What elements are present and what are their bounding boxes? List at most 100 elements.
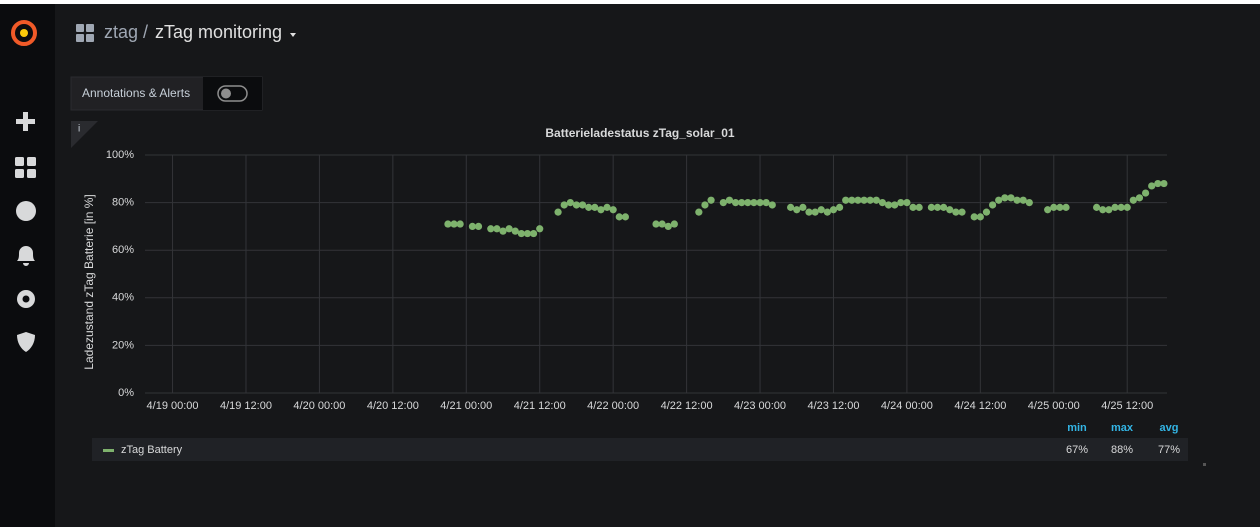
icon-gear-hole [22, 295, 30, 303]
icon-create[interactable] [16, 112, 35, 131]
y-tick-label: 20% [112, 339, 134, 351]
data-point [517, 229, 525, 238]
x-tick-label: 4/23 00:00 [734, 400, 786, 412]
x-tick-label: 4/19 12:00 [220, 400, 272, 412]
data-point [511, 227, 519, 235]
x-tick-label: 4/24 00:00 [881, 400, 933, 412]
breadcrumb-separator: / [143, 22, 148, 42]
toggle-label: Annotations & Alerts [82, 86, 190, 100]
data-point [823, 208, 831, 216]
icon-alerting[interactable] [17, 246, 35, 266]
legend-swatch [103, 449, 114, 452]
x-tick-label: 4/19 00:00 [147, 400, 199, 412]
data-point [982, 208, 991, 216]
x-tick-label: 4/22 00:00 [587, 400, 639, 412]
data-point [1019, 196, 1027, 204]
icon-dashboards[interactable] [15, 157, 36, 178]
data-point [793, 206, 801, 214]
logo-ring [11, 20, 37, 46]
data-point [670, 220, 678, 228]
data-point [597, 206, 605, 214]
dropdown-caret[interactable] [290, 33, 296, 37]
icon-admin[interactable] [17, 332, 35, 352]
data-point [952, 208, 960, 216]
data-point [664, 222, 672, 230]
data-point [591, 203, 599, 211]
x-tick-label: 4/20 00:00 [293, 400, 345, 412]
data-point [566, 199, 574, 207]
data-point [756, 199, 764, 207]
x-tick-label: 4/21 00:00 [440, 400, 492, 412]
legend-label[interactable]: zTag Battery [121, 444, 183, 456]
legend-stat-header[interactable]: min [1067, 422, 1087, 434]
data-point [615, 213, 623, 221]
x-tick-label: 4/20 12:00 [367, 400, 419, 412]
data-point [842, 196, 850, 204]
data-point [988, 201, 997, 209]
data-point [695, 208, 703, 216]
toggle-knob [221, 88, 231, 99]
data-point [1160, 179, 1168, 188]
data-point [725, 196, 734, 204]
data-point [572, 201, 581, 209]
legend-stat-header[interactable]: max [1111, 422, 1134, 434]
data-point [915, 203, 923, 211]
data-point [554, 208, 562, 216]
legend-stat-value: 77% [1158, 444, 1180, 456]
data-point [835, 203, 844, 211]
y-tick-label: 100% [106, 149, 134, 161]
data-point [1007, 194, 1015, 202]
data-point [787, 203, 795, 211]
y-tick-label: 80% [112, 197, 134, 209]
data-point [1050, 203, 1058, 211]
legend-row [92, 438, 1188, 461]
data-point [768, 201, 776, 209]
data-point [468, 222, 477, 230]
data-point [1044, 206, 1052, 214]
data-point [493, 225, 501, 233]
data-point [750, 199, 758, 207]
data-point [1111, 203, 1119, 211]
data-point [719, 199, 727, 207]
resize-handle[interactable] [1203, 463, 1206, 466]
data-point [878, 199, 887, 207]
data-point [456, 220, 464, 228]
legend-stat-value: 67% [1066, 444, 1088, 456]
panel-info-corner[interactable] [71, 121, 98, 148]
data-point [903, 199, 911, 207]
data-point [738, 199, 746, 207]
data-point [585, 203, 593, 211]
data-point [799, 203, 807, 211]
icon-part [27, 157, 36, 166]
data-point [505, 225, 513, 233]
data-point [848, 196, 856, 204]
data-point [1013, 196, 1021, 204]
icon-explore[interactable] [16, 201, 36, 221]
data-point [860, 196, 868, 204]
data-point [897, 199, 905, 207]
data-point [474, 222, 483, 230]
data-point [891, 201, 899, 209]
data-point [927, 203, 935, 211]
data-point [1099, 206, 1107, 214]
data-point [487, 225, 495, 233]
data-point [940, 203, 948, 211]
legend-stat-header[interactable]: avg [1160, 422, 1179, 434]
data-point [829, 206, 838, 214]
grafana-logo[interactable] [11, 20, 37, 46]
data-point [909, 203, 917, 211]
data-point [1025, 199, 1033, 207]
data-point [1117, 203, 1125, 211]
y-tick-label: 40% [112, 292, 134, 304]
data-point [1123, 203, 1131, 211]
toggle-switch[interactable] [217, 85, 248, 102]
data-point [884, 201, 893, 209]
icon-part [76, 24, 84, 32]
dashboard-title[interactable]: zTag monitoring [155, 22, 282, 42]
data-point [1135, 194, 1144, 202]
icon-part [15, 169, 24, 178]
chart-title: Batterieladestatus zTag_solar_01 [545, 126, 735, 140]
breadcrumb-folder[interactable]: ztag [104, 22, 138, 42]
data-point [817, 206, 825, 214]
